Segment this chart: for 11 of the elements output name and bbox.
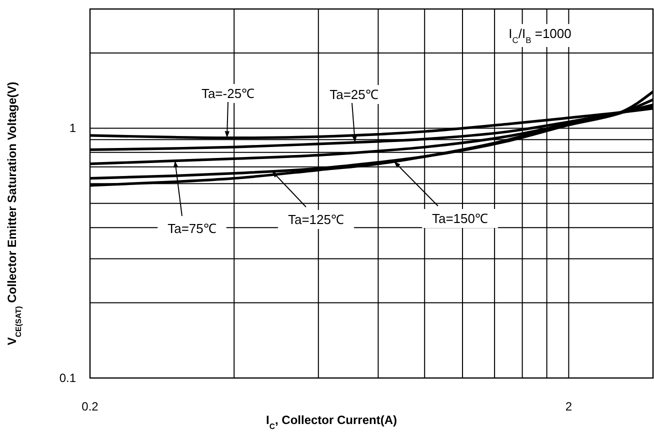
- y-tick-label: 0.1: [59, 370, 76, 385]
- x-tick-label: 2: [565, 400, 572, 414]
- text: Ta=25℃: [330, 87, 378, 102]
- text: Ta=-25℃: [201, 86, 255, 101]
- x-axis-title: I$_{C}$, Collector Current(A): [266, 413, 397, 430]
- y-tick-label: 1: [69, 121, 76, 136]
- x-tick-label: 0.2: [82, 400, 99, 414]
- text: Ta=150℃: [432, 211, 488, 226]
- text: Ta=125℃: [288, 212, 344, 227]
- text: Ta=75℃: [168, 221, 216, 236]
- annotation: I$_{C}$/I$_{B}$ =1000: [508, 26, 572, 45]
